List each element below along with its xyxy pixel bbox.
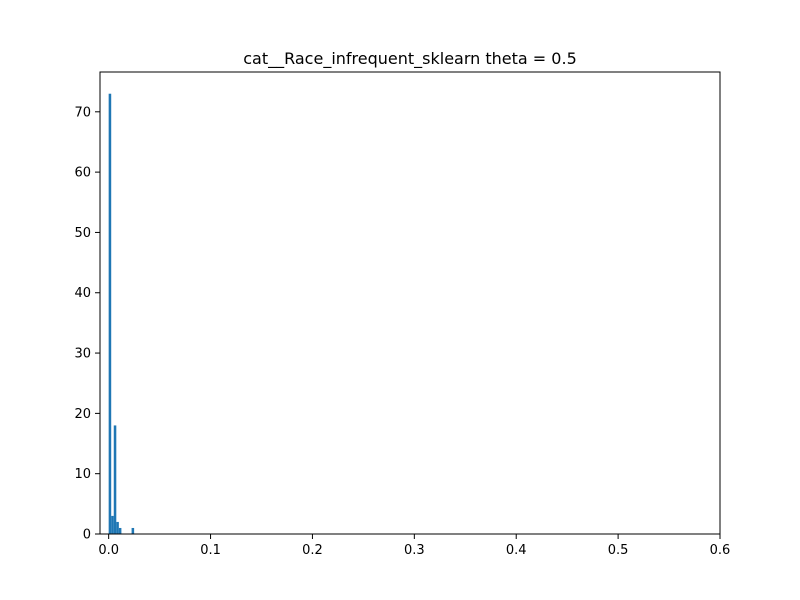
bars-layer (108, 93, 135, 534)
histogram-bar (131, 527, 135, 534)
axes-layer: 0.0 0.1 0.2 0.3 0.4 0.5 0.6 0 10 20 30 40 50 60 70 (74, 71, 731, 558)
x-tick-label: 0.5 (608, 543, 629, 558)
histogram-bar (111, 515, 114, 534)
x-tick-label: 0.6 (710, 543, 731, 558)
x-tick-label: 0.3 (404, 543, 425, 558)
y-tick-label: 10 (74, 467, 91, 482)
x-tick-label: 0.4 (506, 543, 527, 558)
histogram-bar (118, 527, 122, 534)
y-tick-label: 0 (83, 528, 91, 543)
plot-frame (99, 71, 721, 535)
y-tick-label: 50 (74, 226, 91, 241)
histogram-bar (113, 425, 117, 534)
y-tick-label: 40 (74, 286, 91, 301)
y-tick-label: 30 (74, 347, 91, 362)
histogram-bar (116, 521, 119, 534)
x-tick-label: 0.1 (200, 543, 221, 558)
chart-title: cat__Race_infrequent_sklearn theta = 0.5 (243, 49, 577, 69)
y-tick-label: 60 (74, 166, 91, 181)
y-tick-label: 20 (74, 407, 91, 422)
histogram-bar (108, 93, 112, 534)
x-tick-label: 0.0 (98, 543, 119, 558)
y-tick-label: 70 (74, 105, 91, 120)
x-tick-label: 0.2 (302, 543, 323, 558)
